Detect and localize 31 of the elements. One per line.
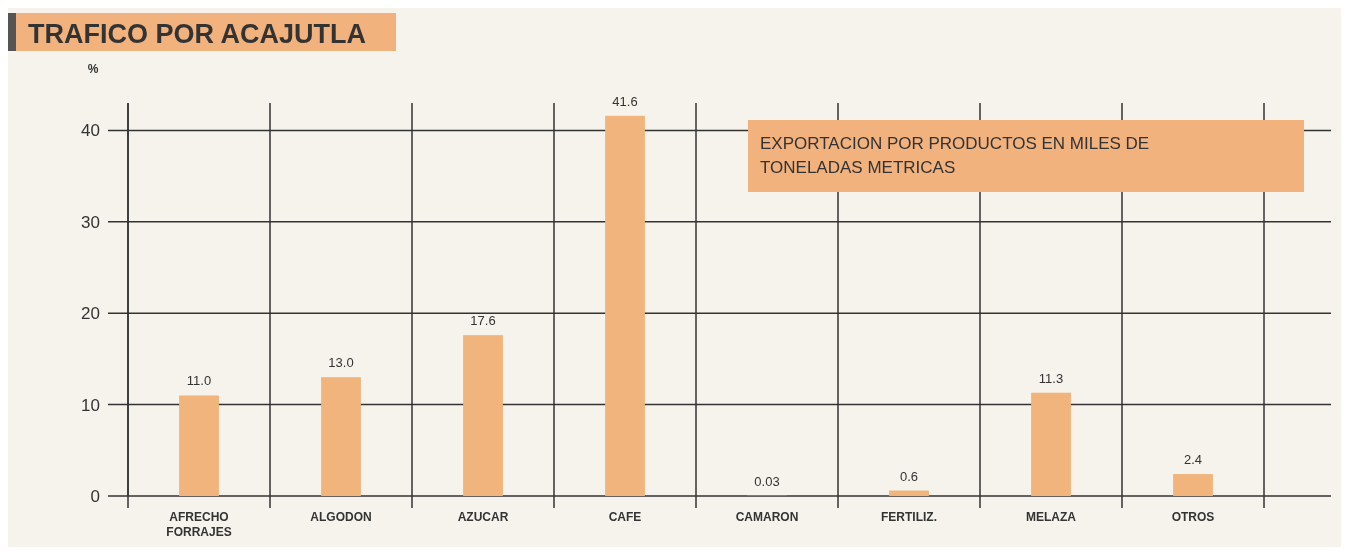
data-label: 13.0 <box>328 355 354 371</box>
chart-title: TRAFICO POR ACAJUTLA <box>28 19 366 49</box>
data-label: 2.4 <box>1183 452 1203 468</box>
data-label: 41.6 <box>612 93 638 109</box>
y-tick-label: 10 <box>81 395 100 415</box>
bar <box>605 115 645 496</box>
x-tick-label: OTROS <box>1171 510 1215 524</box>
y-axis-title: % <box>87 62 99 76</box>
y-tick-label: 0 <box>90 487 100 506</box>
data-label: 11.3 <box>1038 370 1064 386</box>
x-tick-label: FERTILIZ. <box>881 510 937 524</box>
data-label: 0.03 <box>754 473 780 489</box>
bar <box>463 335 503 496</box>
x-tick-label: CAMARON <box>735 510 799 524</box>
data-label: 11.0 <box>186 373 212 389</box>
y-tick-label: 40 <box>81 121 100 141</box>
y-tick-label: 20 <box>81 304 100 324</box>
bar <box>179 395 219 496</box>
y-tick-label: 30 <box>81 212 100 232</box>
text: EXPORTACION POR PRODUCTOS EN MILES DE TONELADAS METRICAS <box>760 134 1150 177</box>
bar <box>1031 392 1071 496</box>
bar <box>889 490 929 496</box>
data-label: 0.6 <box>899 468 919 484</box>
x-tick-label: AZUCAR <box>457 510 509 524</box>
x-tick-label: CAFE <box>608 510 642 524</box>
data-label: 17.6 <box>470 313 496 329</box>
x-tick-label: AFRECHO FORRAJES <box>166 510 232 539</box>
x-tick-label: ALGODON <box>310 510 372 524</box>
bar <box>321 377 361 496</box>
bar <box>1173 474 1213 496</box>
x-tick-label: MELAZA <box>1026 510 1077 524</box>
